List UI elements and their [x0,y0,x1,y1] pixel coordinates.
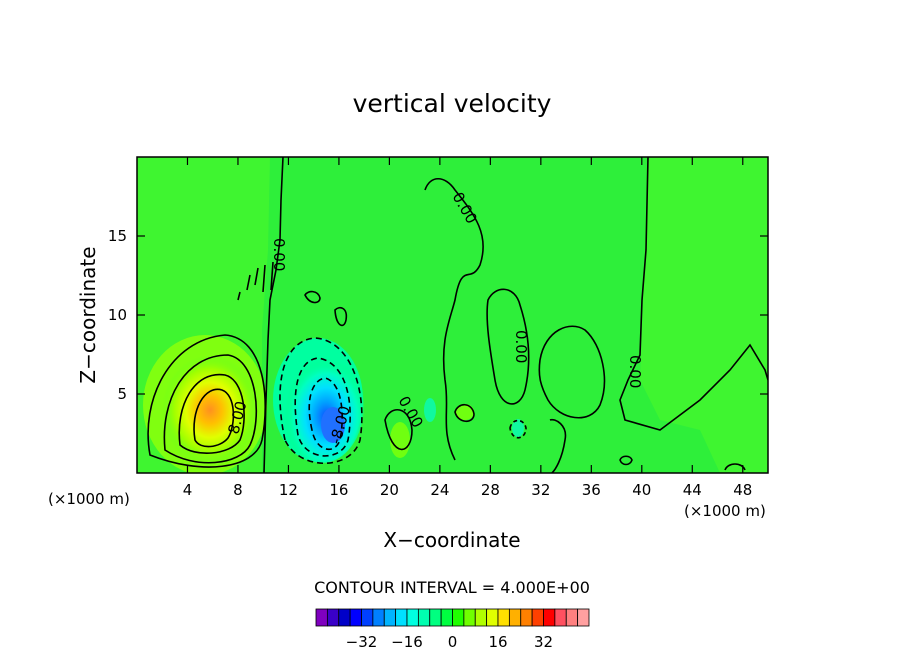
contour-updraft-1 [147,334,267,468]
colorbar-swatch-22 [565,608,579,627]
x-axis: 4 8 12 16 20 24 28 32 36 40 44 48 [183,157,752,499]
small-cell-2 [456,404,474,420]
x-tick-label-28: 28 [481,481,500,499]
x-tick-label-32: 32 [531,481,550,499]
contour-interval-text: CONTOUR INTERVAL = 4.000E+00 [314,578,590,597]
colorbar-swatch-16 [497,608,510,627]
x-tick-label-8: 8 [233,481,243,499]
contour-plume-24 [424,177,484,461]
colorbar-label-2: 0 [448,633,458,651]
colorbar-swatch-19 [531,608,544,627]
contour-zero-left [263,157,284,473]
small-cell-1 [390,422,410,458]
chart-title: vertical velocity [353,89,552,118]
x-units-right: (×1000 m) [684,502,766,520]
colorbar-label-3: 16 [488,633,507,651]
contour-downdraft-3 [308,377,343,451]
y-tick-label-5: 5 [117,385,127,403]
contour-label-1: 0.00 [270,238,288,271]
contour-small-2 [334,306,348,327]
contour-updraft-4 [193,388,235,448]
contour-lines [147,157,768,473]
x-tick-label-4: 4 [183,481,193,499]
x-tick-label-20: 20 [380,481,399,499]
contour-small-6 [619,455,633,466]
colorbar-swatch-1 [326,608,340,627]
small-cell-4 [424,398,436,422]
colorbar-swatch-21 [554,608,567,627]
x-tick-label-12: 12 [279,481,298,499]
contour-label-5: 0.00 [626,355,644,388]
contour-small-8 [549,418,567,473]
x-axis-label: X−coordinate [383,528,520,552]
colorbar-swatch-2 [338,608,351,627]
downdraft-min [321,407,345,443]
colorbar-swatch-18 [520,608,533,627]
colorbar-swatch-6 [383,608,397,627]
y-axis: 5 10 15 [108,227,768,403]
contour-stripes [237,261,274,301]
y-tick-label-15: 15 [108,227,127,245]
x-tick-label-36: 36 [582,481,601,499]
updraft-core [162,355,258,465]
contour-small-3 [384,409,413,451]
colorbar-swatch-7 [395,608,408,627]
colorbar-label-0: −32 [346,633,378,651]
colorbar-swatch-10 [429,608,442,627]
y-tick-label-10: 10 [108,306,127,324]
x-units-left: (×1000 m) [48,490,130,508]
x-tick-label-24: 24 [430,481,449,499]
contour-blob-34 [538,325,606,419]
colorbar-swatch-8 [406,608,419,627]
colorbar-swatch-14 [474,608,488,627]
colorbar-swatch-3 [349,608,362,627]
contour-updraft-2 [163,354,258,464]
contour-downdraft-2 [294,357,351,457]
contour-small-4 [454,403,475,423]
colorbar-swatch-0 [315,608,328,627]
contour-small-5 [509,419,527,439]
colorbar-swatch-4 [361,608,374,627]
contour-plume-30 [486,288,530,405]
colorbar-swatch-15 [486,608,499,627]
colorbar-swatch-20 [543,608,556,627]
colorbar-swatch-11 [440,608,453,627]
x-tick-label-40: 40 [632,481,651,499]
colorbar-swatch-13 [463,608,476,627]
colorbar-label-1: −16 [391,633,423,651]
plot-area [137,157,768,473]
y-axis-label: Z−coordinate [76,246,100,383]
colorbar-label-4: 32 [534,633,553,651]
contour-right-zero [619,157,768,431]
colorbar: −32 −16 0 16 32 [315,608,590,651]
small-cell-3 [512,419,524,437]
x-tick-label-44: 44 [683,481,702,499]
contour-label-3: 0.00 [512,330,530,363]
colorbar-swatch-9 [417,608,431,627]
x-tick-label-48: 48 [733,481,752,499]
contour-updraft-3 [178,373,245,455]
colorbar-swatch-23 [577,608,590,627]
contour-downdraft-1 [279,337,363,464]
contour-small-7 [724,463,746,471]
region-positive-right [640,157,768,473]
colorbar-swatch-17 [508,608,522,627]
x-tick-label-16: 16 [329,481,348,499]
contour-small-1 [304,290,321,304]
colorbar-swatch-12 [452,608,465,627]
colorbar-swatch-5 [372,608,385,627]
